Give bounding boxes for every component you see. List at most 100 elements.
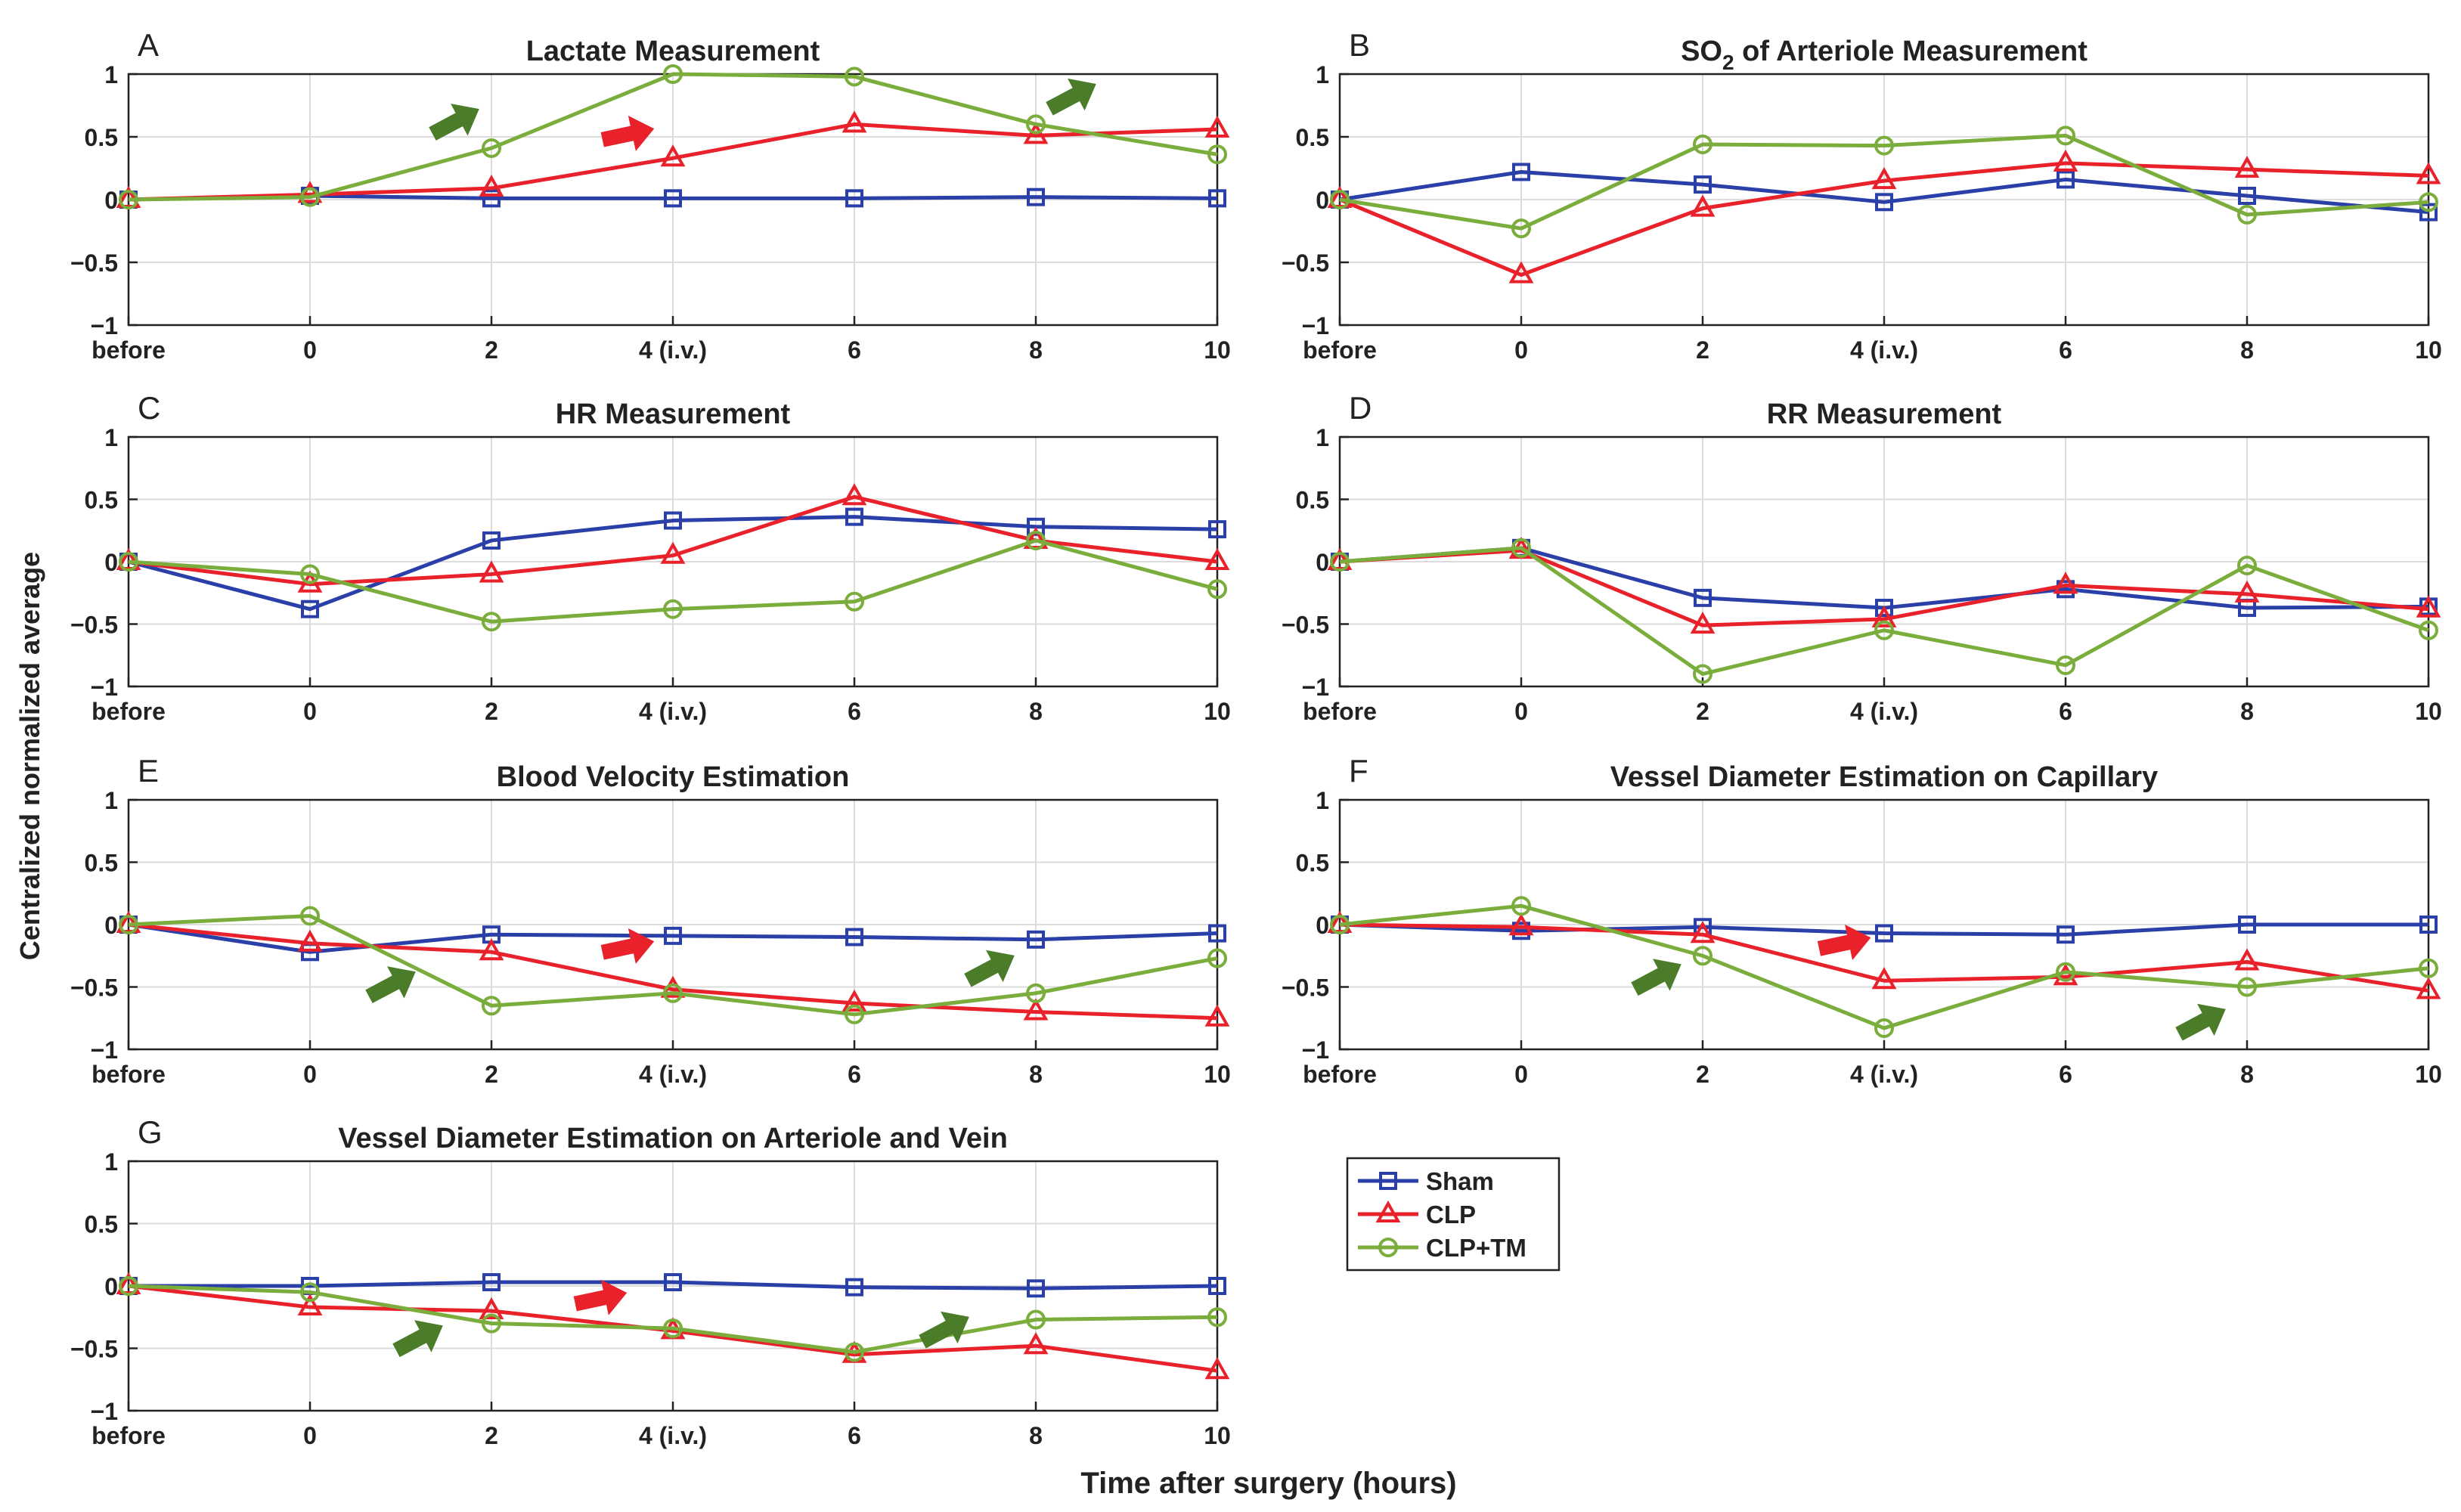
title-rest: of Arteriole Measurement — [1734, 36, 2088, 67]
data-point — [2419, 958, 2438, 978]
x-tick-label: 8 — [2240, 698, 2254, 725]
data-point — [1208, 189, 1226, 208]
x-tick-label: 4 (i.v.) — [639, 1422, 707, 1449]
data-point — [482, 531, 501, 550]
y-tick-label: 1 — [1316, 424, 1329, 451]
data-point — [2419, 620, 2438, 640]
x-tick-label: 0 — [303, 1422, 317, 1449]
data-point — [119, 190, 138, 209]
data-point — [2057, 170, 2075, 189]
data-point — [1875, 193, 1893, 212]
data-point — [119, 1276, 138, 1296]
arrow-shape — [429, 104, 479, 141]
data-point — [1690, 194, 1716, 217]
data-point — [1023, 998, 1049, 1021]
x-tick-label: before — [1303, 336, 1377, 364]
data-point — [1027, 930, 1045, 949]
legend-item-sham: Sham — [1358, 1167, 1494, 1195]
data-point — [1508, 261, 1534, 284]
data-point — [2238, 916, 2256, 934]
data-point — [2056, 655, 2075, 675]
x-tick-label: 6 — [848, 336, 861, 364]
data-point — [2416, 977, 2441, 999]
panel-letter: G — [138, 1114, 163, 1150]
panel-letter: E — [138, 753, 159, 789]
series-line — [1339, 922, 2429, 993]
data-point — [297, 929, 323, 952]
y-tick-label: −0.5 — [70, 974, 118, 1002]
arrow-shape — [573, 1279, 628, 1315]
x-tick-label: 8 — [1029, 698, 1043, 725]
data-point — [2416, 162, 2441, 184]
arrow-shape — [365, 966, 416, 1003]
data-point — [2237, 977, 2257, 997]
x-tick-label: 2 — [485, 698, 498, 725]
arrow-shape — [1631, 959, 1681, 996]
data-point — [119, 552, 138, 572]
series-clp-tm — [1330, 125, 2438, 239]
panel-letter: F — [1349, 753, 1368, 789]
data-point — [845, 591, 864, 612]
legend-label: CLP — [1426, 1201, 1476, 1228]
data-point — [1330, 190, 1350, 209]
x-tick-label: 4 (i.v.) — [639, 1061, 707, 1088]
data-point — [1690, 921, 1716, 943]
data-point — [845, 507, 863, 526]
series-line — [128, 922, 1218, 1021]
data-point — [1207, 144, 1227, 165]
data-point — [2056, 962, 2075, 982]
title-main: SO — [1681, 36, 1722, 67]
x-tick-label: before — [91, 1422, 166, 1449]
y-tick-label: −0.5 — [1282, 974, 1329, 1002]
panel-letter: D — [1349, 390, 1372, 426]
data-point — [842, 989, 867, 1012]
data-point — [1511, 896, 1531, 916]
data-point — [2419, 192, 2438, 212]
data-point — [2234, 156, 2260, 178]
data-point — [1027, 517, 1045, 536]
data-point — [1693, 946, 1712, 966]
arrow-shape — [600, 115, 655, 151]
panel-title: Vessel Diameter Estimation on Capillary — [1610, 761, 2158, 793]
x-tick-label: before — [1303, 698, 1377, 725]
x-tick-label: 0 — [1514, 1061, 1528, 1088]
green-arrow-icon — [2175, 1003, 2226, 1041]
x-tick-label: 4 (i.v.) — [1850, 336, 1918, 364]
y-tick-label: 0.5 — [85, 487, 118, 514]
data-point — [482, 189, 501, 208]
data-point — [1512, 163, 1530, 181]
legend-marker — [1379, 1172, 1397, 1190]
series-sham — [1331, 163, 2438, 222]
x-tick-label: 6 — [848, 1422, 861, 1449]
data-point — [1204, 1004, 1230, 1027]
panel-title: SO2 of Arteriole Measurement — [1681, 36, 2088, 74]
x-tick-label: 10 — [1204, 336, 1231, 364]
data-point — [2416, 595, 2441, 618]
y-tick-label: −1 — [1302, 674, 1329, 701]
x-tick-label: 10 — [1204, 1422, 1231, 1449]
green-arrow-icon — [429, 104, 479, 141]
x-tick-label: 10 — [1204, 698, 1231, 725]
y-tick-label: 0 — [104, 187, 118, 214]
x-tick-label: 8 — [1029, 336, 1043, 364]
x-tick-label: 10 — [1204, 1061, 1231, 1088]
data-point — [297, 181, 323, 203]
data-point — [479, 174, 504, 197]
legend-label: CLP+TM — [1426, 1234, 1527, 1262]
series-clp-tm — [119, 1276, 1227, 1362]
arrow-shape — [964, 950, 1015, 987]
data-point — [2238, 187, 2256, 206]
data-point — [660, 144, 686, 167]
series-line — [1339, 161, 2429, 277]
panel-title: Blood Velocity Estimation — [497, 761, 850, 793]
x-axis-label: Time after surgery (hours) — [1080, 1467, 1456, 1500]
x-tick-label: 0 — [303, 336, 317, 364]
data-point — [300, 1282, 320, 1303]
data-point — [1330, 552, 1350, 572]
data-point — [1026, 1309, 1046, 1330]
series-line — [1339, 133, 2429, 231]
x-tick-label: before — [91, 336, 166, 364]
y-tick-label: −0.5 — [70, 249, 118, 277]
